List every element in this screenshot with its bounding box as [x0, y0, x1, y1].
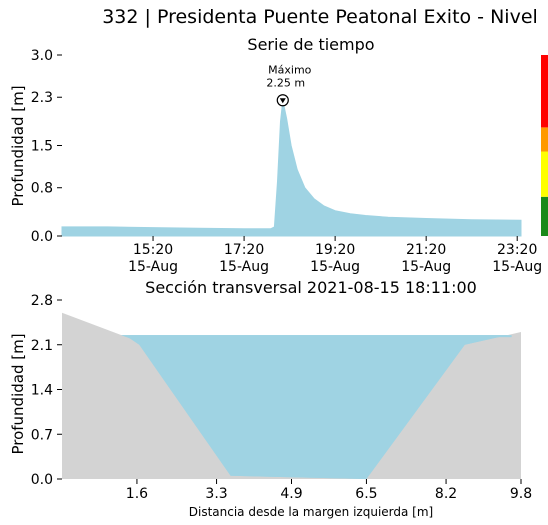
xtick-label: 17:20 [224, 242, 264, 258]
time-series-title: Serie de tiempo [247, 35, 374, 54]
alert-segment [541, 127, 548, 152]
cross-section-chart: Sección transversal 2021-08-15 18:11:00 … [9, 278, 532, 519]
xtick-label: 6.5 [355, 486, 377, 502]
xtick-label: 15-Aug [492, 259, 542, 275]
time-series-ylabel: Profundidad [m] [9, 85, 27, 206]
xtick-label: 1.6 [126, 486, 148, 502]
alert-segment [541, 55, 548, 128]
cross-section-ylabel: Profundidad [m] [9, 333, 27, 454]
xtick-label: 15-Aug [310, 259, 360, 275]
xtick-label: 15:20 [133, 242, 173, 258]
xtick-label: 21:20 [406, 242, 446, 258]
cross-section-title: Sección transversal 2021-08-15 18:11:00 [145, 278, 477, 297]
xtick-label: 15-Aug [401, 259, 451, 275]
ytick-label: 2.3 [31, 90, 53, 106]
cross-section-xlabel: Distancia desde la margen izquierda [m] [189, 505, 433, 519]
ytick-label: 3.0 [31, 48, 53, 64]
water-surface [129, 335, 512, 338]
ytick-label: 2.8 [31, 293, 53, 309]
page-title: 332 | Presidenta Puente Peatonal Exito -… [102, 6, 538, 28]
xtick-label: 8.2 [435, 486, 457, 502]
ytick-label: 1.4 [31, 383, 53, 399]
series-area [61, 100, 522, 237]
xtick-label: 4.9 [280, 486, 302, 502]
xtick-label: 23:20 [497, 242, 537, 258]
water-fill [121, 335, 507, 479]
xtick-label: 19:20 [315, 242, 355, 258]
xtick-label: 9.8 [510, 486, 532, 502]
alert-segment [541, 151, 548, 197]
annotation-value: 2.25 m [266, 76, 305, 89]
xtick-label: 15-Aug [128, 259, 178, 275]
ground-area [62, 312, 521, 479]
xtick-label: 15-Aug [219, 259, 269, 275]
annotation-label: Máximo [268, 63, 312, 76]
ytick-label: 0.0 [31, 472, 53, 488]
max-marker-arrow [279, 98, 286, 104]
ytick-label: 2.1 [31, 338, 53, 354]
alert-segment [541, 196, 548, 236]
ytick-label: 0.8 [31, 181, 53, 197]
ytick-label: 0.0 [31, 229, 53, 245]
ytick-label: 0.7 [31, 427, 53, 443]
xtick-label: 3.3 [205, 486, 227, 502]
time-series-chart: Serie de tiempo Profundidad [m] 3.0 2.3 1.… [9, 35, 548, 275]
ytick-label: 1.5 [31, 139, 53, 155]
